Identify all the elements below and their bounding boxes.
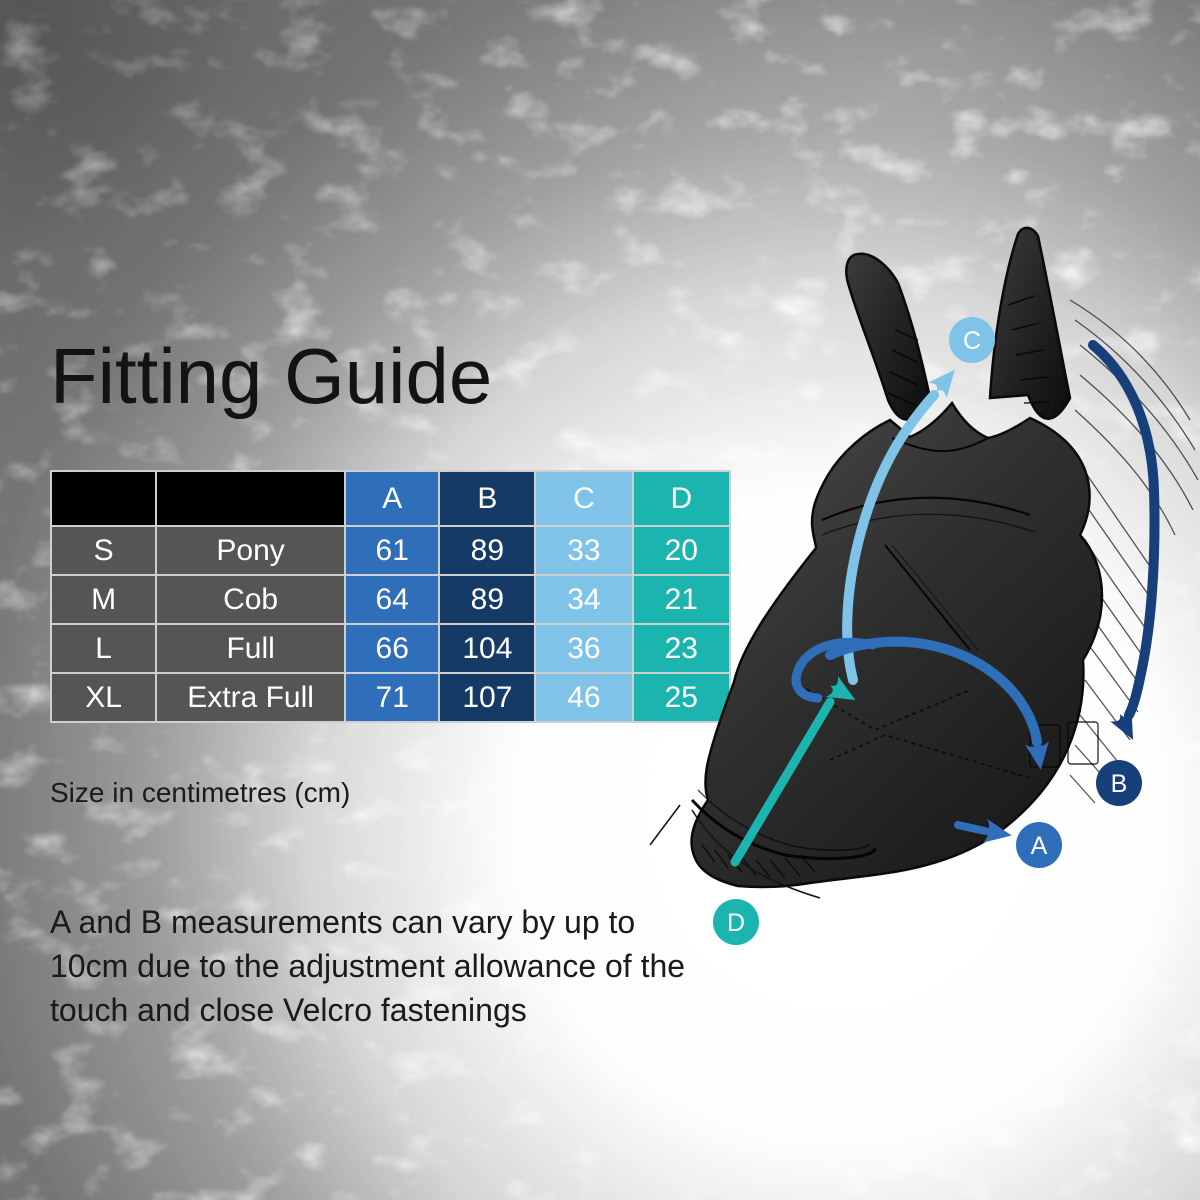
svg-text:A: A [1031, 832, 1048, 860]
svg-text:C: C [963, 327, 981, 355]
svg-text:B: B [1111, 770, 1128, 798]
svg-text:D: D [727, 909, 745, 937]
